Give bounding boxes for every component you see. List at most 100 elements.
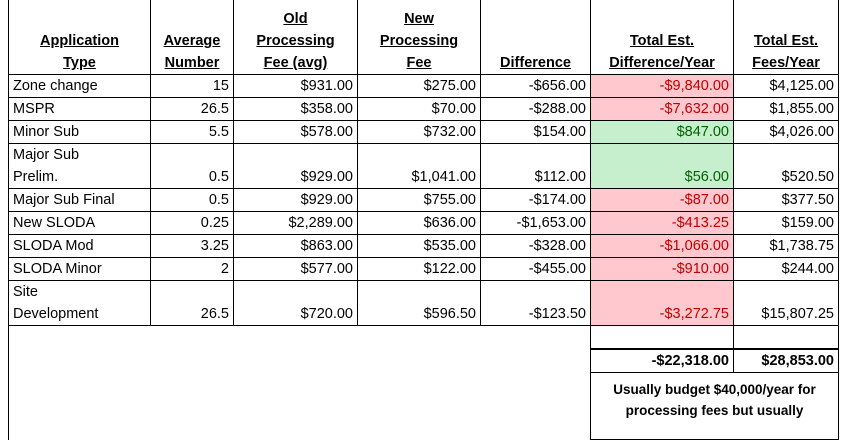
table-cell: $596.50 [357, 280, 481, 326]
table-cell: Zone change [8, 74, 151, 98]
table-cell: New SLODA [8, 211, 151, 235]
table-cell: $4,026.00 [733, 120, 839, 144]
table-cell: $244.00 [733, 257, 839, 281]
note-row: Usually budget $40,000/year for processin… [9, 372, 839, 440]
text-line: Fee (avg) [263, 55, 328, 71]
text-line: Application [40, 33, 119, 49]
table-cell: $2,289.00 [233, 211, 358, 235]
table-row: MSPR 26.5 $358.00 $70.00 -$288.00 -$7,632.00 $… [8, 97, 839, 121]
text-line: Prelim. [13, 169, 59, 185]
column-header: New Processing Fee [357, 0, 481, 75]
column-header: Old Processing Fee (avg) [233, 0, 358, 75]
text-line: Major Sub [13, 147, 80, 163]
table-cell: -$7,632.00 [590, 97, 734, 121]
totals-row: -$22,318.00 $28,853.00 [9, 348, 839, 373]
text-line: Fee [406, 55, 432, 71]
text-line: Usually budget $40,000/year for [613, 382, 816, 397]
text-line: Development [13, 306, 99, 322]
table-row: SLODA Minor 2 $577.00 $122.00 -$455.00 -$910.… [8, 257, 839, 281]
table-cell: MSPR [8, 97, 151, 121]
table-cell: 5.5 [150, 120, 234, 144]
table-cell: 26.5 [150, 97, 234, 121]
table-cell: Major Sub Prelim. [8, 143, 151, 189]
blank-cell [733, 325, 839, 350]
table-cell: 15 [150, 74, 234, 98]
table-cell: $122.00 [357, 257, 481, 281]
table-cell: $377.50 [733, 188, 839, 212]
table-cell: 0.5 [150, 188, 234, 212]
column-header: Total Est. Difference/Year [590, 0, 734, 75]
header-row: Application Type Average Number Old Processin… [8, 0, 839, 75]
spacer-row [8, 325, 839, 440]
table-cell: $847.00 [590, 120, 734, 144]
text-line: New [404, 11, 434, 27]
table-cell: $15,807.25 [733, 280, 839, 326]
table-row: SLODA Mod 3.25 $863.00 $535.00 -$328.00 -$1,0… [8, 234, 839, 258]
table-cell: $1,738.75 [733, 234, 839, 258]
table-row: Zone change 15 $931.00 $275.00 -$656.00 -$9,8… [8, 74, 839, 98]
table-cell: $70.00 [357, 97, 481, 121]
column-header: Difference [480, 0, 591, 75]
table-cell: $535.00 [357, 234, 481, 258]
text-line: Number [164, 55, 220, 71]
table-row: Minor Sub 5.5 $578.00 $732.00 $154.00 $847.00… [8, 120, 839, 144]
text-line: Difference [500, 55, 571, 71]
empty-area [8, 325, 591, 440]
table-cell: $56.00 [590, 143, 734, 189]
table-cell: $931.00 [233, 74, 358, 98]
table-cell: Major Sub Final [8, 188, 151, 212]
table-cell: 3.25 [150, 234, 234, 258]
table-cell: -$1,653.00 [480, 211, 591, 235]
total-cell: $28,853.00 [733, 348, 839, 373]
text-line: Total Est. [629, 33, 695, 49]
text-line: Total Est. [753, 33, 819, 49]
table-cell: Minor Sub [8, 120, 151, 144]
text-line: Fees/Year [752, 55, 820, 71]
text-line: Old [283, 11, 308, 27]
table-cell: -$455.00 [480, 257, 591, 281]
text-line: Average [163, 33, 221, 49]
table-cell: $863.00 [233, 234, 358, 258]
table-cell: -$656.00 [480, 74, 591, 98]
table-cell: $154.00 [480, 120, 591, 144]
table-cell: $929.00 [233, 188, 358, 212]
table-cell: 0.25 [150, 211, 234, 235]
table-cell: Site Development [8, 280, 151, 326]
table-row: Site Development 26.5 $720.00 $596.50 -$123.5… [8, 280, 839, 326]
table-row: Major Sub Prelim. 0.5 $929.00 $1,041.00 $112.… [8, 143, 839, 189]
table-cell: 2 [150, 257, 234, 281]
table-cell: $636.00 [357, 211, 481, 235]
column-header: Total Est. Fees/Year [733, 0, 839, 75]
table-cell: $720.00 [233, 280, 358, 326]
table-cell: $159.00 [733, 211, 839, 235]
text-line: Processing [379, 33, 459, 49]
fee-table: Application Type Average Number Old Processin… [8, 0, 839, 440]
blank-cell [590, 325, 734, 350]
text-line: processing fees but usually [625, 403, 804, 418]
table-cell: $358.00 [233, 97, 358, 121]
table-cell: $578.00 [233, 120, 358, 144]
table-cell: $577.00 [233, 257, 358, 281]
table-cell: $520.50 [733, 143, 839, 189]
table-cell: $1,041.00 [357, 143, 481, 189]
table-cell: -$3,272.75 [590, 280, 734, 326]
total-cell: -$22,318.00 [590, 348, 734, 373]
table-cell: $4,125.00 [733, 74, 839, 98]
text-line: Processing [256, 33, 335, 49]
table-cell: SLODA Mod [8, 234, 151, 258]
table-cell: -$328.00 [480, 234, 591, 258]
table-cell: 0.5 [150, 143, 234, 189]
text-line: Difference/Year [609, 55, 715, 71]
column-header: Average Number [150, 0, 234, 75]
text-line: Site [13, 284, 38, 300]
table-cell: -$910.00 [590, 257, 734, 281]
text-line: Type [63, 55, 96, 71]
table-cell: -$413.25 [590, 211, 734, 235]
table-row: New SLODA 0.25 $2,289.00 $636.00 -$1,653.00-… [8, 211, 839, 235]
table-cell: -$87.00 [590, 188, 734, 212]
table-cell: -$9,840.00 [590, 74, 734, 98]
table-cell: -$288.00 [480, 97, 591, 121]
note: Usually budget $40,000/year for processin… [590, 372, 839, 440]
table-row: Major Sub Final 0.5 $929.00 $755.00 -$174.00… [8, 188, 839, 212]
